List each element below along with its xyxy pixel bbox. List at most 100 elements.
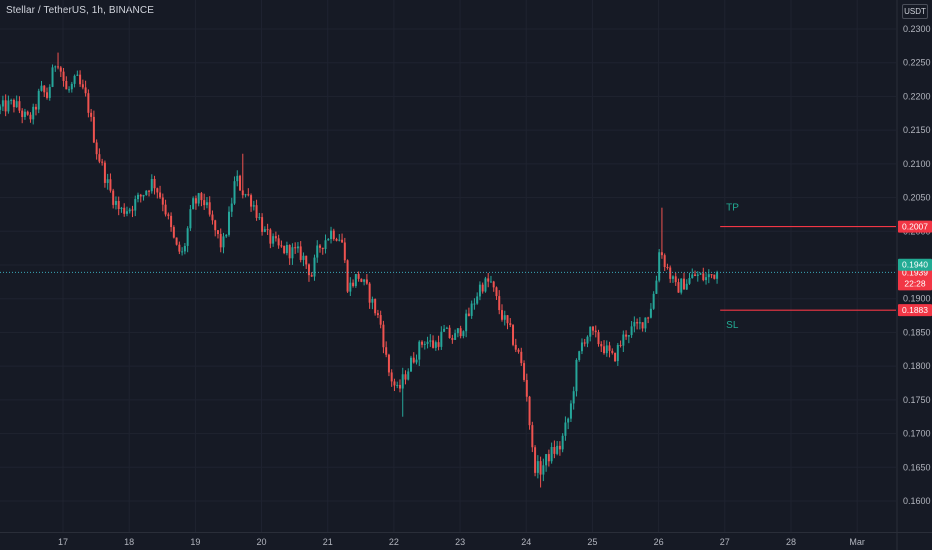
candle-body — [512, 325, 515, 345]
candle-body — [481, 284, 484, 292]
candle-body — [437, 342, 440, 347]
price-tag-bg — [898, 220, 932, 233]
candle-body — [696, 274, 699, 276]
candle-body — [327, 239, 330, 241]
candle-body — [495, 287, 498, 297]
candle-body — [70, 83, 73, 90]
y-tick-label: 0.2150 — [903, 125, 931, 135]
candle-body — [178, 244, 181, 252]
x-tick-label: 20 — [257, 537, 267, 547]
candle-body — [148, 190, 151, 192]
candle-body — [553, 446, 556, 454]
candle-body — [123, 207, 126, 214]
x-tick-label: 21 — [323, 537, 333, 547]
candle-body — [691, 274, 694, 278]
candle-body — [630, 326, 633, 336]
candle-body — [73, 75, 76, 84]
candle-body — [106, 179, 109, 183]
candle-body — [357, 274, 360, 279]
x-tick-label: 19 — [190, 537, 200, 547]
candle-body — [10, 99, 13, 101]
candle-body — [652, 293, 655, 309]
candle-body — [633, 322, 636, 327]
candle-body — [346, 260, 349, 292]
candle-body — [101, 161, 104, 163]
candle-body — [509, 323, 512, 326]
candle-body — [194, 198, 197, 204]
candle-body — [40, 85, 43, 91]
candle-body — [153, 178, 156, 189]
currency-button[interactable]: USDT — [902, 4, 928, 19]
candle-body — [302, 255, 305, 260]
candle-body — [716, 272, 719, 279]
candle-body — [569, 403, 572, 419]
candle-body — [368, 283, 371, 303]
candle-body — [705, 277, 708, 281]
candle-body — [600, 344, 603, 347]
cursor-price-tag: 0.1940 — [902, 260, 928, 270]
candle-body — [685, 283, 688, 290]
candle-body — [608, 345, 611, 351]
candle-body — [492, 281, 495, 288]
candle-body — [467, 313, 470, 316]
candle-body — [92, 116, 95, 143]
price-tag-tp: 0.2007 — [902, 222, 928, 232]
candle-body — [318, 245, 321, 248]
candle-body — [280, 245, 283, 247]
candle-body — [702, 273, 705, 281]
candle-body — [95, 142, 98, 155]
candle-body — [534, 447, 537, 473]
candle-body — [307, 264, 310, 276]
candle-body — [401, 374, 404, 389]
candle-body — [197, 193, 200, 204]
x-tick-label: 25 — [587, 537, 597, 547]
candle-body — [556, 445, 559, 454]
y-tick-label: 0.2300 — [903, 24, 931, 34]
x-tick-label: 28 — [786, 537, 796, 547]
candle-body — [294, 247, 297, 249]
candle-body — [638, 322, 641, 324]
candle-body — [266, 229, 269, 231]
candle-body — [103, 162, 106, 183]
candle-body — [247, 194, 250, 196]
candle-body — [451, 338, 454, 340]
candle-body — [465, 313, 468, 332]
candle-body — [125, 211, 128, 214]
candle-body — [476, 296, 479, 304]
candle-body — [228, 211, 231, 235]
candle-body — [186, 228, 189, 246]
candle-body — [239, 175, 242, 191]
candle-body — [244, 194, 247, 196]
candle-body — [409, 357, 412, 372]
candle-body — [641, 322, 644, 329]
candle-body — [288, 245, 291, 259]
candle-body — [81, 84, 84, 88]
candle-body — [407, 371, 410, 380]
candle-body — [415, 359, 418, 363]
candle-body — [655, 280, 658, 294]
candle-body — [470, 303, 473, 316]
candle-body — [164, 204, 167, 215]
y-tick-label: 0.1700 — [903, 429, 931, 439]
candle-body — [274, 236, 277, 239]
candle-body — [120, 207, 123, 209]
candle-body — [583, 342, 586, 344]
candle-body — [21, 110, 24, 117]
candle-body — [710, 274, 713, 276]
candle-body — [489, 281, 492, 283]
candle-body — [374, 299, 377, 314]
candle-body — [432, 340, 435, 348]
candle-body — [418, 341, 421, 360]
candle-body — [542, 465, 545, 475]
candle-body — [360, 278, 363, 282]
candle-body — [175, 237, 178, 245]
candle-body — [167, 214, 170, 216]
candle-body — [365, 279, 368, 284]
candle-body — [79, 74, 82, 85]
time-axis[interactable]: 17 18 19 20 21 22 23 24 25 26 27 28 Mar — [0, 532, 932, 548]
candle-body — [18, 101, 21, 111]
candle-body — [112, 190, 115, 205]
candle-body — [517, 349, 520, 352]
candle-body — [236, 175, 239, 182]
